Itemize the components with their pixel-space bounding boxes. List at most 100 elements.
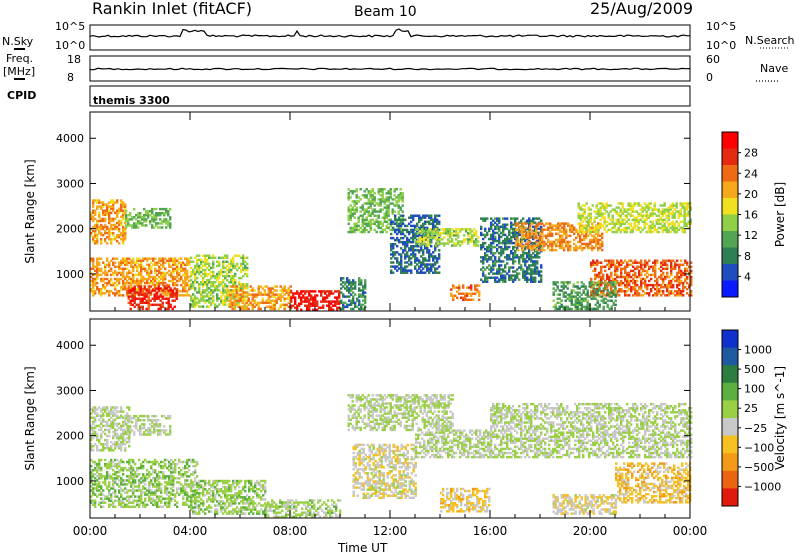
data-cell <box>668 290 671 293</box>
data-cell <box>381 224 384 228</box>
data-cell <box>402 249 405 252</box>
data-cell <box>194 295 197 298</box>
data-cell <box>531 222 534 225</box>
data-cell <box>416 263 419 266</box>
data-cell <box>621 210 624 213</box>
data-cell <box>198 270 201 274</box>
data-cell <box>514 217 517 220</box>
data-cell <box>273 307 276 311</box>
data-cell <box>194 289 197 292</box>
data-cell <box>490 217 493 220</box>
data-cell <box>508 268 511 271</box>
data-cell <box>104 277 107 281</box>
data-cell <box>574 295 577 298</box>
data-cell <box>516 254 519 257</box>
data-cell <box>371 188 374 191</box>
data-cell <box>607 216 610 219</box>
data-cell <box>674 275 677 279</box>
data-cell <box>605 224 608 228</box>
data-cell <box>110 211 113 215</box>
data-cell <box>527 244 530 248</box>
data-cell <box>410 214 413 217</box>
data-cell <box>427 242 430 245</box>
data-cell <box>239 299 242 302</box>
data-cell <box>349 228 352 232</box>
data-cell <box>603 218 606 222</box>
data-cell <box>126 294 129 297</box>
data-cell <box>624 275 627 279</box>
data-cell <box>665 230 668 234</box>
data-cell <box>118 223 121 227</box>
data-cell <box>206 293 209 296</box>
data-cell <box>525 242 528 246</box>
data-cell <box>389 194 392 197</box>
data-cell <box>140 269 143 273</box>
data-cell <box>120 221 123 225</box>
data-cell <box>681 228 684 232</box>
data-cell <box>360 289 363 292</box>
data-cell <box>242 285 245 288</box>
data-cell <box>604 265 607 269</box>
data-cell <box>200 260 203 264</box>
data-cell <box>606 273 609 277</box>
data-cell <box>324 290 327 293</box>
data-cell <box>161 222 164 225</box>
data-cell <box>346 305 349 309</box>
data-cell <box>418 234 421 238</box>
data-cell <box>670 263 673 267</box>
data-cell <box>536 260 539 263</box>
data-cell <box>155 295 158 298</box>
data-cell <box>647 216 650 219</box>
data-cell <box>562 291 565 294</box>
data-cell <box>570 303 573 307</box>
data-cell <box>615 212 618 215</box>
data-cell <box>240 270 243 274</box>
data-cell <box>436 259 439 262</box>
data-cell <box>152 263 155 267</box>
data-cell <box>267 301 270 305</box>
data-cell <box>560 299 563 302</box>
data-cell <box>452 296 455 300</box>
data-cell <box>402 236 405 240</box>
data-cell <box>100 223 103 227</box>
data-cell <box>192 283 195 286</box>
data-cell <box>490 233 493 237</box>
data-cell <box>279 289 282 292</box>
data-cell <box>603 204 606 207</box>
data-cell <box>410 240 413 244</box>
data-cell <box>143 207 146 211</box>
data-cell <box>131 295 134 298</box>
data-cell <box>106 225 109 229</box>
data-cell <box>275 289 278 292</box>
data-cell <box>352 287 355 290</box>
data-cell <box>192 303 195 306</box>
data-cell <box>377 188 380 191</box>
data-cell <box>635 216 638 219</box>
data-cell <box>482 217 485 220</box>
data-cell <box>133 226 136 229</box>
data-cell <box>358 293 361 296</box>
data-cell <box>362 299 365 302</box>
data-cell <box>202 278 205 282</box>
data-cell <box>390 245 393 248</box>
data-cell <box>426 214 429 217</box>
data-cell <box>153 289 156 292</box>
data-cell <box>539 234 542 238</box>
data-cell <box>401 200 404 203</box>
data-cell <box>116 279 119 283</box>
data-cell <box>336 296 339 299</box>
data-cell <box>447 232 450 235</box>
data-cell <box>164 275 167 279</box>
data-cell <box>400 236 403 240</box>
data-cell <box>532 264 535 267</box>
data-cell <box>244 305 247 308</box>
data-cell <box>94 292 97 295</box>
data-cell <box>279 295 282 298</box>
data-cell <box>334 302 337 305</box>
data-cell <box>555 224 558 227</box>
data-cell <box>526 268 529 271</box>
data-cell <box>576 285 579 288</box>
data-cell <box>464 292 467 295</box>
data-cell <box>526 280 529 283</box>
data-cell <box>401 220 404 224</box>
